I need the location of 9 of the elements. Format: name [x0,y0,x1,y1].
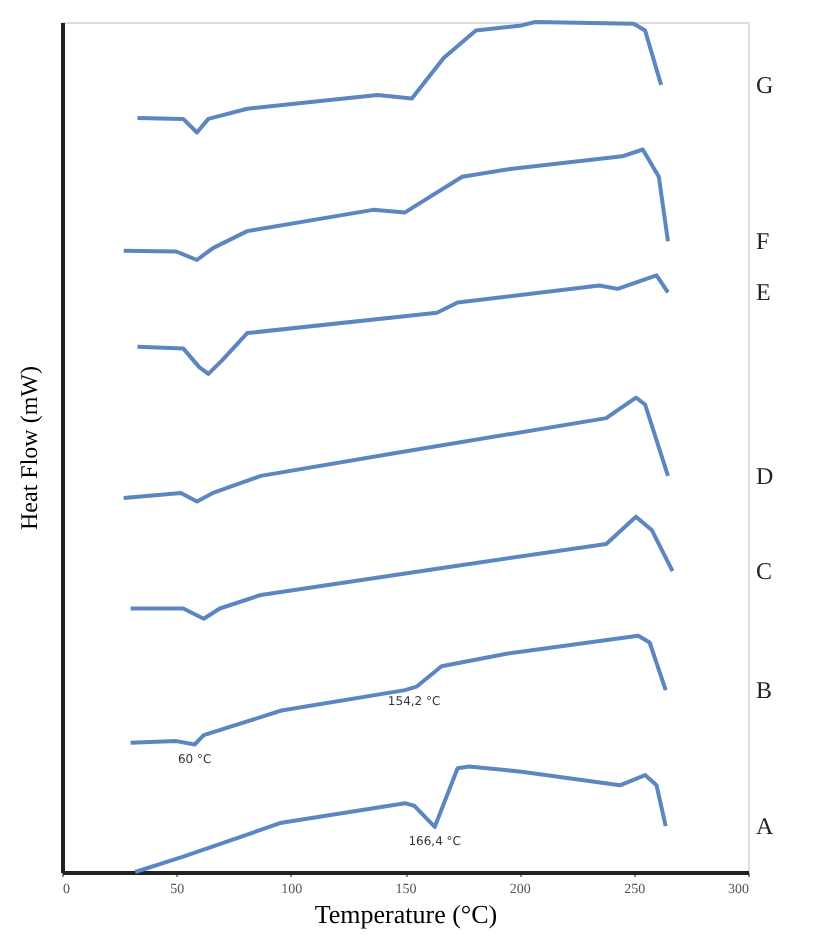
text: E [756,278,771,307]
text: C [756,557,773,586]
text: B [756,676,773,705]
y-axis-title: Heat Flow (mW) [15,366,43,530]
x-axis-title: Temperature (°C) [314,899,498,929]
text: D [756,461,774,490]
text: F [756,227,770,256]
text: A [756,812,774,841]
text: G [756,70,774,99]
